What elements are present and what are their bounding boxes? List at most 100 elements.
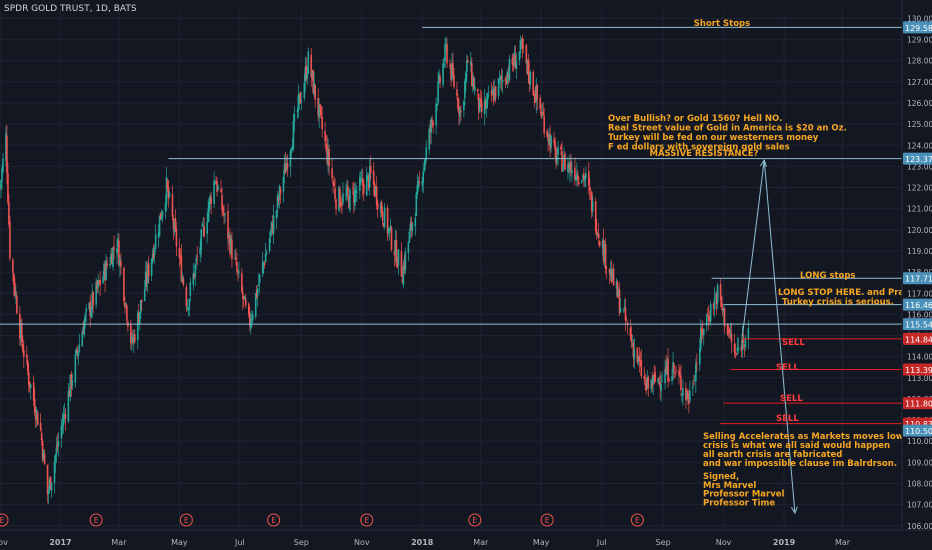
candle-body (113, 246, 115, 250)
candle-body (99, 279, 101, 286)
candle-body (477, 94, 480, 112)
earnings-marker (179, 513, 193, 527)
candle-body (133, 334, 135, 343)
candle-body (32, 382, 35, 401)
candle-body (317, 97, 319, 116)
candle-body (340, 204, 342, 206)
candle-body (34, 415, 37, 420)
candle-body (624, 307, 627, 321)
candle-body (157, 232, 160, 238)
candle-body (63, 413, 66, 415)
candle-body (202, 224, 204, 227)
candle-body (234, 257, 236, 259)
candle-body (359, 177, 361, 191)
candle-body (241, 273, 243, 292)
candle-body (236, 262, 238, 272)
candle-body (678, 370, 680, 376)
candle-body (633, 349, 636, 359)
candle-body (69, 374, 72, 397)
candle-body (178, 247, 181, 259)
candle-body (7, 173, 9, 203)
candle-body (736, 346, 739, 352)
time-axis[interactable]: Nov 2017 Mar May Jul Sep Nov 2018 Mar May Jul Sep No… (0, 529, 932, 550)
candle-body (499, 76, 502, 80)
candle-body (230, 238, 232, 253)
candle-body (91, 292, 93, 310)
candle-body (494, 86, 497, 98)
candle-body (372, 170, 375, 185)
sell-label-3: SELL (780, 394, 803, 404)
candle-body (430, 118, 432, 133)
long-stop-here-note: Turkey crisis is serious. (782, 298, 894, 308)
candle-body (721, 307, 724, 311)
candle-body (505, 80, 508, 85)
candle-body (403, 262, 406, 270)
candle-body (201, 224, 204, 227)
candle-body (77, 352, 80, 357)
candle-body (332, 181, 334, 184)
price-tag-long-stop-here (903, 298, 932, 311)
long-stops-label: LONG stops (800, 271, 856, 281)
candle-body (110, 253, 112, 263)
candle-body (53, 461, 56, 483)
candle-body (615, 281, 618, 289)
candle-body (543, 116, 545, 134)
candle-body (587, 171, 590, 186)
candle-body (376, 202, 379, 209)
candle-body (534, 96, 537, 103)
candle-body (570, 162, 572, 172)
selling-accelerates-note: all earth crisis are fabricated (703, 450, 842, 460)
candle-body (685, 387, 687, 400)
candle-body (733, 343, 736, 352)
candle-body (319, 104, 321, 109)
price-tick-label: 124.00 (907, 141, 932, 150)
candle-body (154, 234, 157, 249)
projection-arrow-up (760, 158, 767, 167)
price-tag-label: 110.50 (905, 427, 932, 436)
time-tick-label: Sep (656, 538, 671, 547)
candle-body (638, 356, 641, 362)
candle-body (400, 251, 403, 277)
candle-body (382, 222, 385, 228)
candle-body (299, 92, 302, 104)
candle-body (207, 209, 209, 222)
candle-body (369, 166, 372, 174)
price-axis[interactable]: 106.00107.00108.00109.00110.00111.00112.… (901, 0, 932, 550)
candle-body (153, 247, 156, 256)
selling-accelerates-note: Selling Accelerates as Markets moves low… (703, 432, 927, 442)
candle-body (643, 376, 646, 380)
candle-body (415, 193, 418, 216)
candle-body (542, 111, 544, 116)
candle-body (630, 334, 633, 343)
candle-body (577, 175, 579, 181)
candle-body (70, 373, 73, 389)
candle-body (673, 364, 675, 370)
candle-body (688, 399, 690, 404)
candle-body (179, 256, 182, 258)
candle-body (518, 51, 521, 61)
candle-body (554, 141, 556, 150)
candle-body (92, 292, 94, 306)
price-tick-label: 108.00 (907, 479, 932, 488)
candle-body (423, 163, 426, 171)
candle-body (654, 372, 656, 382)
candle-body (431, 119, 433, 121)
time-tick-label: Mar (835, 538, 851, 547)
candle-body (596, 233, 599, 236)
candle-body (713, 297, 716, 310)
candle-body (612, 268, 615, 286)
candle-body (737, 347, 740, 351)
candle-body (192, 273, 195, 285)
candle-body (723, 308, 726, 327)
candle-body (214, 181, 216, 183)
candle-body (345, 194, 347, 196)
candle-body (353, 190, 355, 203)
candle-body (36, 412, 39, 426)
time-axis-bg (0, 530, 932, 550)
candle-body (41, 440, 44, 459)
candle-body (35, 409, 38, 418)
candle-body (264, 254, 267, 263)
candle-body (269, 230, 272, 236)
candle-body (547, 134, 549, 142)
